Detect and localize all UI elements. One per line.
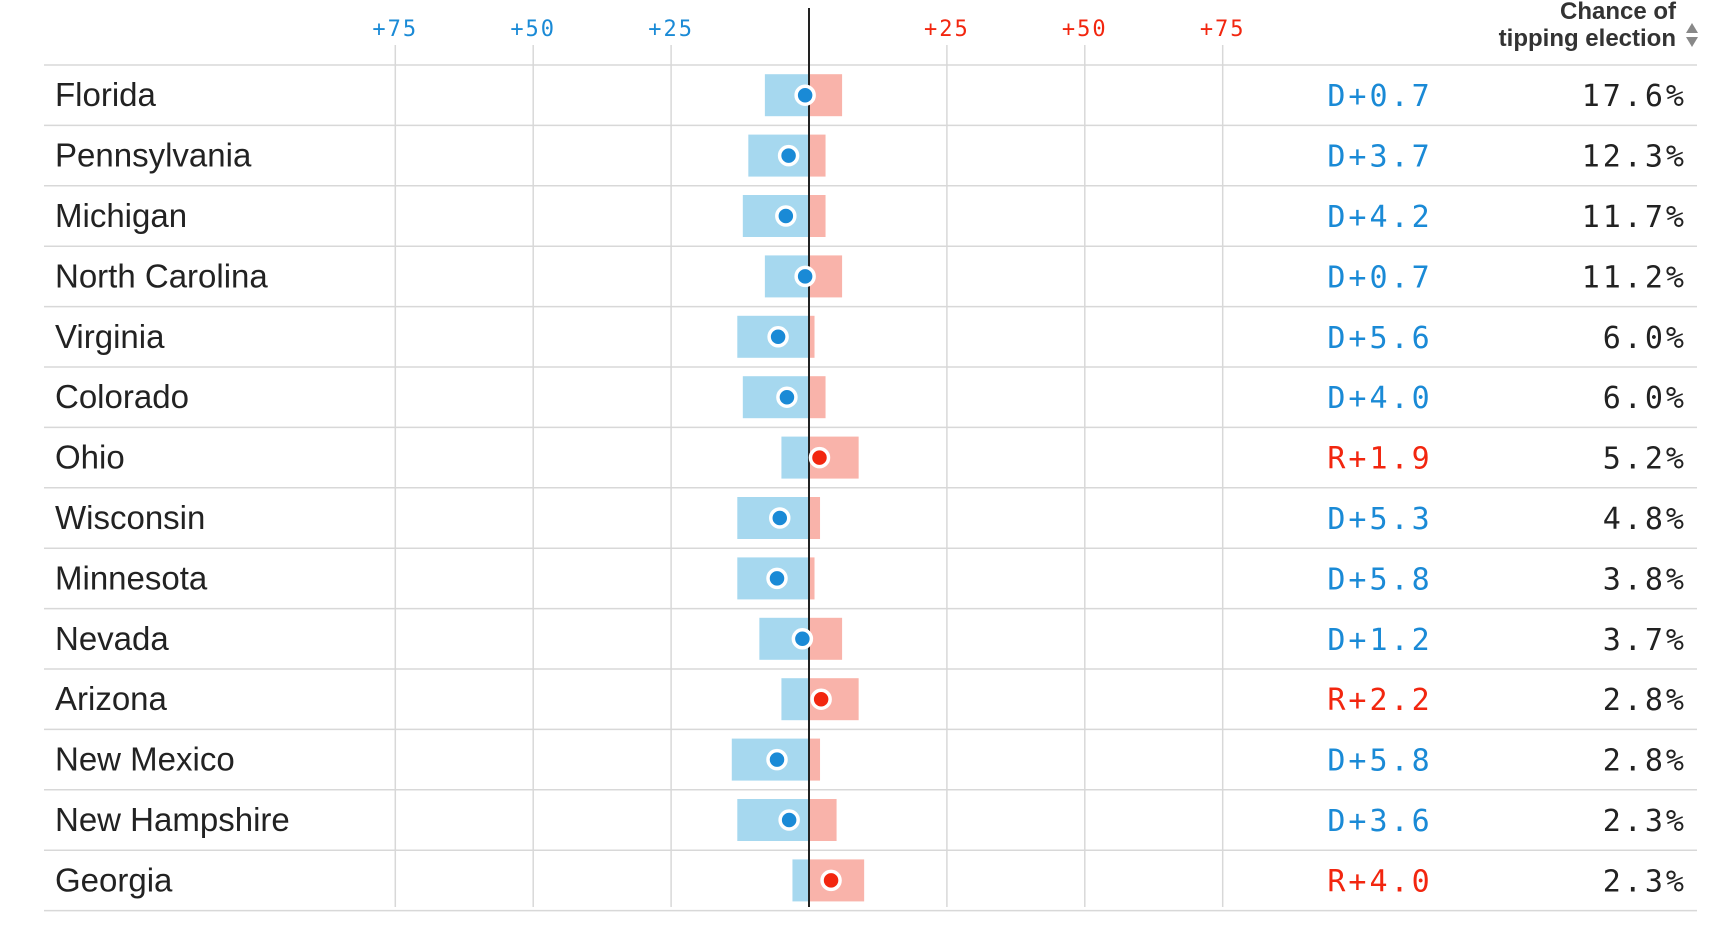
range-bar-rep [809, 617, 843, 660]
margin-dot [794, 265, 816, 288]
margin-dot [777, 144, 800, 167]
state-label: Colorado [55, 378, 189, 415]
state-label: New Mexico [55, 741, 235, 778]
tipping-chance-label: 6.0% [1603, 381, 1687, 416]
margin-label: D+3.7 [1327, 140, 1432, 175]
margin-dot [775, 205, 797, 227]
tipping-chance-label: 5.2% [1603, 442, 1687, 477]
state-label: Arizona [55, 680, 168, 717]
margin-dot [776, 386, 798, 408]
x-tick-label: +75 [1200, 17, 1246, 42]
margin-dot [778, 809, 800, 831]
state-label: Georgia [55, 861, 173, 898]
margin-label: D+4.2 [1327, 200, 1432, 235]
state-label: New Hampshire [55, 801, 290, 838]
range-bar-rep [809, 799, 837, 841]
x-tick-label: +25 [924, 17, 970, 42]
margin-label: R+1.9 [1327, 442, 1432, 477]
range-bar-rep [809, 315, 815, 358]
sort-up-icon[interactable] [1686, 23, 1698, 33]
tipping-chance-label: 17.6% [1582, 79, 1687, 114]
range-bar-rep [809, 134, 826, 177]
margin-dot [769, 507, 791, 529]
margin-dot [794, 84, 816, 106]
margin-dot [808, 446, 831, 469]
margin-label: D+5.8 [1327, 562, 1432, 597]
tipping-chance-label: 4.8% [1603, 502, 1687, 537]
range-bar-dem [792, 859, 809, 902]
x-axis-ticks: +75 +50 +25 +25 +50 +75 [372, 17, 1246, 42]
state-label: Florida [55, 76, 157, 113]
margin-label: D+0.7 [1327, 79, 1432, 114]
state-label: Pennsylvania [55, 137, 252, 174]
tipping-chance-label: 2.8% [1603, 683, 1687, 718]
range-bar-dem [781, 436, 809, 479]
tipping-column-header[interactable]: Chance of tipping election [1499, 0, 1698, 52]
margin-label: D+5.3 [1327, 502, 1432, 537]
tipping-chance-label: 11.2% [1582, 260, 1687, 295]
row-labels: Florida D+0.7 17.6% Pennsylvania D+3.7 12.3% M… [55, 76, 1687, 899]
tipping-chance-label: 2.8% [1603, 744, 1687, 779]
row-separators [44, 64, 1697, 912]
range-bar-rep [809, 738, 821, 781]
margin-label: D+3.6 [1327, 804, 1432, 839]
margin-dot [791, 628, 814, 650]
state-label: Michigan [55, 197, 187, 234]
state-label: North Carolina [55, 257, 268, 294]
state-label: Virginia [55, 318, 165, 355]
header-line-1: Chance of [1560, 0, 1677, 25]
x-tick-label: +75 [372, 17, 418, 42]
margin-dot [820, 869, 842, 892]
margin-label: D+5.6 [1327, 321, 1432, 356]
margin-label: D+0.7 [1327, 260, 1432, 295]
tipping-chance-label: 12.3% [1582, 140, 1687, 175]
margin-label: R+2.2 [1327, 683, 1432, 718]
margin-dot [810, 688, 832, 710]
range-bar-rep [809, 557, 815, 600]
state-label: Ohio [55, 439, 125, 476]
range-bar-rep [809, 195, 826, 237]
tipping-chance-label: 11.7% [1582, 200, 1687, 235]
x-tick-label: +25 [648, 17, 694, 42]
margin-dot [767, 326, 789, 348]
tipping-chance-label: 6.0% [1603, 321, 1687, 356]
margin-label: R+4.0 [1327, 864, 1432, 899]
x-tick-label: +50 [1062, 17, 1108, 42]
state-label: Wisconsin [55, 499, 205, 536]
gridlines [394, 45, 1224, 907]
margin-label: D+1.2 [1327, 623, 1432, 658]
margin-label: D+5.8 [1327, 744, 1432, 779]
sort-down-icon[interactable] [1686, 37, 1698, 47]
range-bar-rep [809, 376, 826, 419]
tipping-chance-label: 2.3% [1603, 804, 1687, 839]
margin-dot [766, 567, 788, 590]
x-tick-label: +50 [510, 17, 556, 42]
header-line-2: tipping election [1499, 25, 1676, 52]
range-bar-dem [742, 376, 809, 419]
margin-label: D+4.0 [1327, 381, 1432, 416]
tipping-chance-label: 3.8% [1603, 562, 1687, 597]
state-label: Nevada [55, 620, 169, 657]
range-bar-rep [809, 497, 821, 539]
tipping-chance-label: 2.3% [1603, 864, 1687, 899]
margin-dots [766, 84, 842, 892]
tipping-chance-label: 3.7% [1603, 623, 1687, 658]
state-label: Minnesota [55, 559, 208, 596]
range-bar-dem [781, 678, 809, 721]
margin-dot [766, 748, 788, 771]
